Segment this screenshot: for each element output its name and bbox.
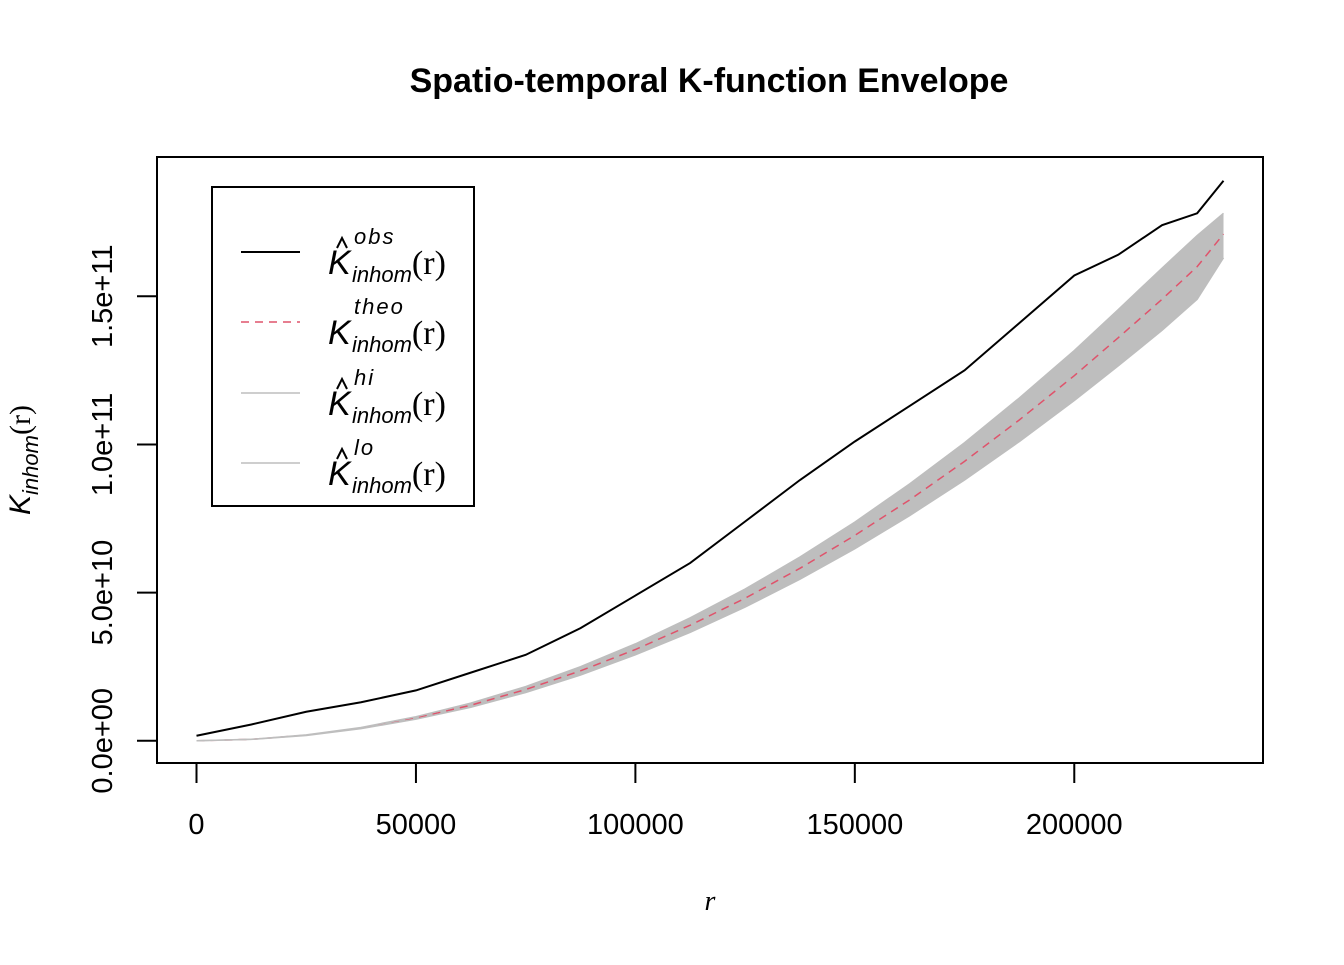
x-tick-label: 200000: [1026, 809, 1123, 841]
y-tick-label: 1.5e+11: [87, 245, 119, 348]
y-tick-label: 5.0e+10: [87, 540, 119, 646]
y-tick-label: 0.0e+00: [87, 688, 119, 794]
legend-entry-obs: Kobs inhom(r): [328, 224, 446, 287]
chart-title: Spatio-temporal K-function Envelope: [410, 62, 1009, 100]
x-axis: 0 50000 100000 150000 200000: [188, 762, 1123, 841]
series-line-hi: [196, 212, 1224, 742]
x-tick-label: 100000: [587, 809, 684, 841]
hat-accent: [336, 446, 348, 460]
legend-label: Khi inhom(r): [328, 365, 446, 428]
legend-entry-lo: Klo inhom(r): [328, 435, 446, 498]
legend: Kobs inhom(r) Ktheo inhom(r) Khi inhom(r) Klo i…: [211, 186, 475, 507]
x-axis-label: r: [705, 886, 716, 917]
hat-accent: [336, 376, 348, 390]
legend-entry-theo: Ktheo inhom(r): [328, 294, 446, 357]
series-line-obs: [196, 180, 1225, 737]
y-tick-label: 1.0e+11: [87, 393, 119, 496]
hat-accent: [336, 235, 348, 249]
series-line-lo: [196, 257, 1225, 742]
legend-label: Klo inhom(r): [328, 435, 446, 498]
legend-label: Kobs inhom(r): [328, 224, 446, 287]
x-tick-label: 150000: [806, 809, 903, 841]
legend-label: Ktheo inhom(r): [328, 294, 446, 357]
x-tick-label: 0: [188, 809, 204, 841]
y-axis-label: Kinhom(r): [4, 405, 43, 515]
x-tick-label: 50000: [376, 809, 457, 841]
y-axis: 0.0e+00 5.0e+10 1.0e+11 1.5e+11: [87, 245, 158, 794]
series-line-theo: [196, 233, 1225, 742]
legend-entry-hi: Khi inhom(r): [328, 365, 446, 428]
